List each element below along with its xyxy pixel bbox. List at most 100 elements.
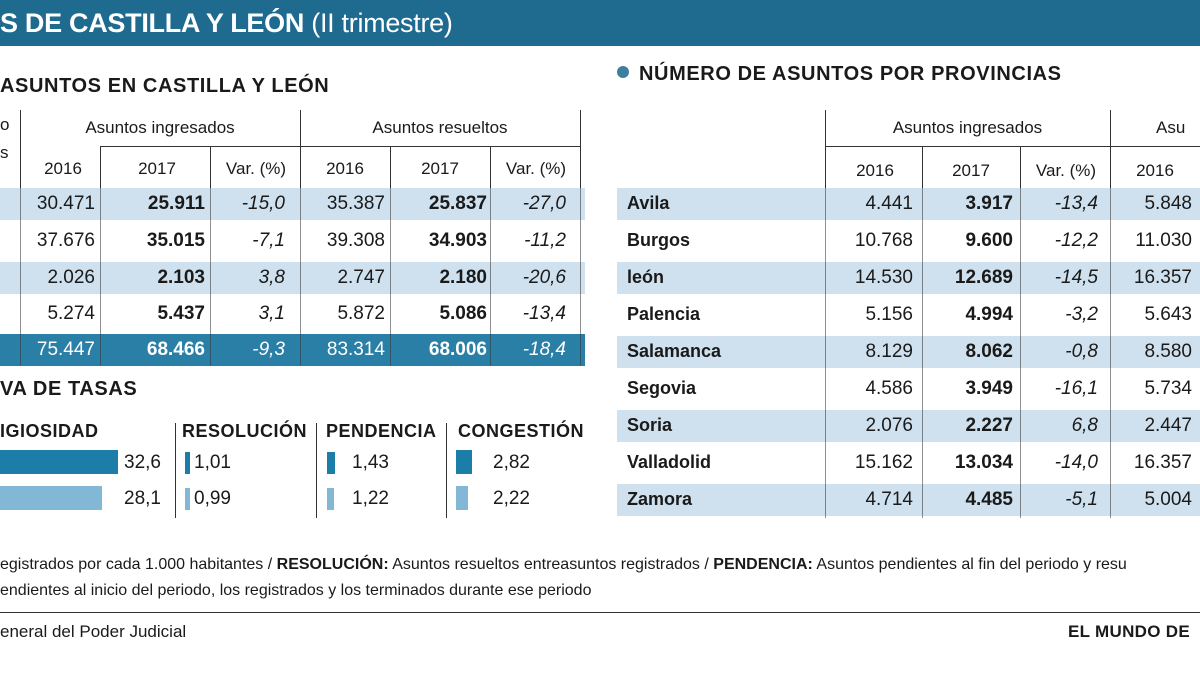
table-cell: -11,2: [524, 230, 566, 251]
right-table-heading: NÚMERO DE ASUNTOS POR PROVINCIAS: [617, 63, 1062, 86]
table-cell: 3,1: [258, 303, 285, 324]
left-table-row: 5.274 5.437 3,1 5.872 5.086 -13,4: [0, 298, 585, 330]
table-cell: 2.180: [439, 267, 487, 288]
right-header-divider: [825, 146, 1200, 147]
left-table-heading: ASUNTOS EN CASTILLA Y LEÓN: [0, 75, 330, 97]
table-cell: -5,1: [1065, 489, 1098, 510]
pendencia-bar-2017: [327, 452, 335, 474]
rate-header-congestion: CONGESTIÓN: [458, 421, 585, 441]
table-cell: 9.600: [965, 230, 1013, 251]
left-col-2017b: 2017: [421, 159, 459, 178]
left-vline: [20, 110, 21, 192]
table-cell: 68.466: [146, 339, 205, 360]
right-col-2016: 2016: [856, 161, 894, 180]
table-cell: 4.485: [965, 489, 1013, 510]
left-vline: [490, 146, 491, 192]
table-cell: 75.447: [36, 339, 95, 360]
table-cell: 5.872: [337, 303, 385, 324]
left-group-ingresados: Asuntos ingresados: [85, 118, 235, 137]
left-vline: [580, 188, 581, 366]
table-cell: 35.015: [146, 230, 205, 251]
rate-header-resolucion: RESOLUCIÓN: [182, 421, 308, 441]
left-col-2016b: 2016: [326, 159, 364, 178]
province-name: Burgos: [627, 230, 690, 250]
province-name: león: [627, 267, 665, 287]
table-cell: -7,1: [252, 230, 285, 251]
province-row: Salamanca 8.129 8.062 -0,8 8.580: [617, 336, 1200, 368]
left-group-resueltos: Asuntos resueltos: [372, 118, 508, 137]
table-cell: 8.129: [865, 341, 913, 362]
right-vline: [1110, 188, 1111, 518]
left-vline: [490, 188, 491, 366]
table-cell: 5.734: [1144, 378, 1192, 399]
table-cell: 34.903: [428, 230, 487, 251]
litigiosidad-bar-2016: [0, 486, 102, 510]
table-cell: 5.086: [439, 303, 487, 324]
left-vline: [210, 188, 211, 366]
left-vline: [300, 110, 301, 192]
left-vline: [300, 188, 301, 366]
rate-header-pendencia: PENDENCIA: [326, 421, 437, 441]
table-cell: -15,0: [241, 193, 285, 214]
left-vline: [210, 146, 211, 192]
table-cell: 15.162: [854, 452, 913, 473]
left-table-row: 30.471 25.911 -15,0 35.387 25.837 -27,0: [0, 188, 585, 220]
left-col-2017: 2017: [138, 159, 176, 178]
left-header-divider: [100, 146, 580, 147]
table-cell: -27,0: [522, 193, 566, 214]
province-name: Valladolid: [627, 452, 712, 472]
table-cell: -16,1: [1054, 378, 1098, 399]
table-cell: 2.026: [47, 267, 95, 288]
left-col-varb: Var. (%): [505, 159, 567, 178]
right-group-ingresados: Asuntos ingresados: [892, 118, 1043, 137]
right-col-var: Var. (%): [1035, 161, 1097, 180]
table-cell: 37.676: [36, 230, 95, 251]
left-vline: [100, 146, 101, 192]
congestion-value-2016: 2,22: [493, 488, 530, 509]
rate-separator: [446, 423, 447, 518]
right-vline: [922, 146, 923, 190]
province-row: Burgos 10.768 9.600 -12,2 11.030: [617, 225, 1200, 257]
table-cell: -20,6: [522, 267, 566, 288]
table-cell: 4.586: [865, 378, 913, 399]
litigiosidad-value-2017: 32,6: [124, 452, 161, 473]
province-name: Salamanca: [627, 341, 722, 361]
publication-credit: EL MUNDO DE: [1068, 622, 1190, 641]
table-cell: 5.848: [1144, 193, 1192, 214]
table-cell: -14,0: [1054, 452, 1098, 473]
banner-title: S DE CASTILLA Y LEÓN (II trimestre): [0, 8, 453, 38]
rate-separator: [175, 423, 176, 518]
left-table-row: 37.676 35.015 -7,1 39.308 34.903 -11,2: [0, 225, 585, 257]
table-cell: 35.387: [326, 193, 385, 214]
table-cell: 2.227: [965, 415, 1013, 436]
right-vline: [825, 188, 826, 518]
table-cell: 5.643: [1144, 304, 1192, 325]
right-vline: [1110, 110, 1111, 190]
rate-header-litigiosidad: IGIOSIDAD: [0, 421, 99, 441]
table-cell: 5.437: [157, 303, 205, 324]
pendencia-value-2017: 1,43: [352, 452, 389, 473]
table-cell: 68.006: [428, 339, 487, 360]
litigiosidad-bar-2017: [0, 450, 118, 474]
table-cell: 2.447: [1144, 415, 1192, 436]
litigiosidad-value-2016: 28,1: [124, 488, 161, 509]
stub-header-2: s: [0, 143, 9, 162]
right-group-resueltos: Asu: [1156, 118, 1186, 137]
table-cell: 25.837: [428, 193, 487, 214]
province-row: Palencia 5.156 4.994 -3,2 5.643: [617, 299, 1200, 331]
table-cell: 16.357: [1133, 452, 1192, 473]
right-vline: [1020, 146, 1021, 190]
title-banner: S DE CASTILLA Y LEÓN (II trimestre): [0, 0, 1200, 46]
footnote-line-2: endientes al inicio del periodo, los reg…: [0, 582, 592, 599]
table-cell: -0,8: [1065, 341, 1098, 362]
table-cell: 83.314: [326, 339, 385, 360]
table-cell: 4.441: [865, 193, 913, 214]
table-cell: 5.156: [865, 304, 913, 325]
source-credit: eneral del Poder Judicial: [0, 622, 187, 641]
resolucion-value-2016: 0,99: [194, 488, 231, 509]
province-row: Zamora 4.714 4.485 -5,1 5.004: [617, 484, 1200, 516]
table-cell: -13,4: [1054, 193, 1098, 214]
province-row: Valladolid 15.162 13.034 -14,0 16.357: [617, 447, 1200, 479]
resolucion-bar-2016: [185, 488, 190, 510]
left-table-total-row: 75.447 68.466 -9,3 83.314 68.006 -18,4: [0, 334, 585, 366]
